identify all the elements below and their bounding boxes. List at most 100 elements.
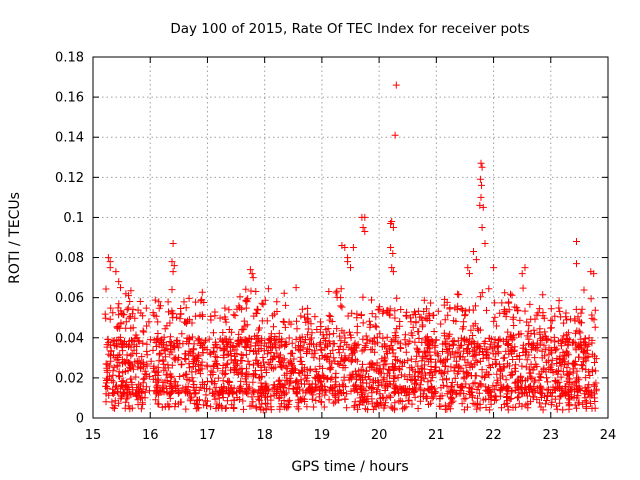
data-point [531,354,539,362]
data-point [424,385,432,393]
data-point [414,372,422,380]
data-point [341,395,349,403]
data-point [581,394,589,402]
data-point [413,379,421,387]
data-point [389,336,397,344]
data-point [536,325,544,333]
data-point [112,383,120,391]
y-tick-label: 0.12 [55,171,84,186]
data-point [306,340,314,348]
data-point [417,364,425,372]
data-point [350,386,358,394]
data-point [233,389,240,397]
data-point [206,385,214,393]
data-point [125,292,132,300]
data-point [312,397,320,404]
data-point [207,403,215,411]
data-point [382,348,390,356]
data-point [209,371,217,378]
data-point [385,365,393,373]
data-point [233,394,241,402]
data-point [204,378,211,385]
data-point [260,358,267,366]
data-point [275,354,283,362]
y-tick-label: 0.18 [55,51,84,66]
data-point [584,346,591,354]
data-point [556,359,564,367]
data-point [585,387,593,395]
data-point [524,340,532,348]
data-point [375,365,383,373]
data-point [143,351,151,359]
data-point [325,288,333,295]
data-point [515,393,523,401]
data-point [263,342,271,350]
data-point [285,334,293,342]
data-point [124,367,132,375]
data-point [428,383,436,391]
data-point [484,348,492,356]
data-point [391,399,399,407]
data-point [219,394,227,401]
data-point [481,240,489,247]
data-point [152,312,160,320]
data-point [153,386,161,394]
data-point [588,391,596,399]
data-point [407,355,415,363]
data-point [447,363,455,371]
data-point [307,320,315,328]
data-point [559,348,567,356]
data-point [250,370,258,378]
data-point [551,377,559,384]
data-point [113,323,121,331]
data-point [582,349,590,357]
data-point [573,367,581,375]
data-point [283,404,291,412]
data-point [404,340,412,348]
data-point [581,335,589,343]
data-point [359,379,367,387]
data-point [238,364,246,372]
data-point [102,379,110,387]
data-point [113,343,121,351]
data-point [357,371,365,379]
data-point [200,401,208,409]
data-point [277,392,285,400]
data-point [411,393,419,401]
data-point [256,387,264,395]
data-point [196,396,203,404]
data-point [561,391,569,399]
data-point [128,350,136,358]
data-point [226,347,234,355]
data-point [406,385,414,392]
data-point [423,305,430,313]
data-point [541,352,549,360]
data-point [231,312,239,320]
data-point [515,352,523,360]
data-point [198,365,206,373]
data-point [414,328,422,335]
data-point [304,304,312,312]
data-point [498,299,506,307]
data-point [559,406,567,414]
data-point [242,351,250,359]
data-point [163,385,171,393]
data-point [584,353,592,361]
data-point [114,304,122,312]
data-point [337,302,345,310]
data-point [391,388,399,396]
data-point [115,336,123,344]
data-point [317,345,325,353]
data-point [347,375,355,383]
data-point [124,384,132,391]
data-point [387,393,394,401]
data-point [263,317,271,325]
data-point [259,406,267,414]
data-point [145,372,153,380]
data-point [243,389,250,397]
data-point [504,386,512,394]
data-point [212,338,219,346]
data-point [420,387,428,395]
data-point [404,397,412,405]
data-point [159,357,167,365]
